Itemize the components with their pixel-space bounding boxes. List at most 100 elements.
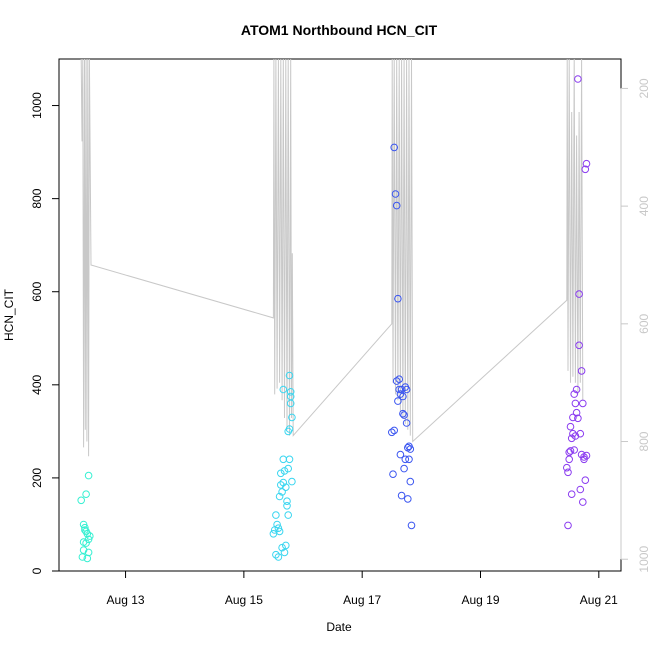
data-point xyxy=(570,390,579,398)
data-point xyxy=(280,548,289,557)
data-point xyxy=(285,371,294,380)
data-point xyxy=(288,413,296,422)
data-point xyxy=(579,498,587,506)
y-tick-label: 600 xyxy=(30,281,44,301)
data-point xyxy=(577,450,586,459)
data-point xyxy=(565,455,574,464)
data-point xyxy=(84,535,93,544)
data-point xyxy=(77,496,85,505)
data-point xyxy=(390,426,399,435)
data-point xyxy=(569,413,577,422)
data-point xyxy=(277,469,285,478)
data-point xyxy=(84,548,93,557)
series-4 xyxy=(563,75,591,530)
x-tick-label: Aug 13 xyxy=(107,593,145,607)
data-point xyxy=(397,385,406,394)
y-axis-label: HCN_CIT xyxy=(2,288,16,341)
data-point xyxy=(389,470,397,479)
y-tick-label: 0 xyxy=(30,567,44,574)
data-point xyxy=(563,463,571,472)
data-point xyxy=(396,390,405,398)
data-point xyxy=(576,429,585,438)
depth-line-layer xyxy=(80,59,584,457)
data-point xyxy=(404,495,412,503)
data-point xyxy=(407,521,416,530)
data-point xyxy=(275,492,284,501)
data-point xyxy=(406,445,415,453)
data-point xyxy=(566,447,575,455)
data-point xyxy=(572,385,581,394)
points-layer xyxy=(77,75,591,563)
data-point xyxy=(392,377,401,385)
data-point xyxy=(572,408,581,417)
y2-tick-label: 800 xyxy=(637,431,650,451)
data-point xyxy=(278,543,286,552)
data-point xyxy=(394,294,402,303)
data-point xyxy=(564,468,572,477)
data-point xyxy=(582,159,591,168)
y2-tick-label: 400 xyxy=(637,196,650,216)
data-point xyxy=(284,464,293,473)
data-point xyxy=(571,432,580,440)
data-point xyxy=(564,521,572,530)
data-point xyxy=(283,502,291,510)
data-point xyxy=(574,75,582,83)
x-tick-label: Aug 15 xyxy=(225,593,263,607)
data-point xyxy=(400,464,408,473)
data-point xyxy=(81,526,89,534)
data-point xyxy=(288,477,296,486)
x-axis: Aug 13 Aug 15 Aug 17 Aug 19 Aug 21 xyxy=(107,570,618,607)
data-point xyxy=(567,490,576,499)
data-point xyxy=(575,290,583,298)
data-point xyxy=(286,392,295,401)
data-point xyxy=(397,491,406,500)
y2-tick-label: 1000 xyxy=(637,546,650,573)
data-point xyxy=(282,541,290,550)
data-point xyxy=(576,485,585,494)
data-point xyxy=(83,530,92,538)
data-point xyxy=(274,553,283,561)
data-point xyxy=(394,397,402,405)
x-axis-label: Date xyxy=(326,620,352,634)
data-point xyxy=(273,520,281,529)
data-point xyxy=(285,425,294,433)
data-point xyxy=(399,409,407,418)
data-point xyxy=(284,511,293,519)
y2-tick-label: 200 xyxy=(637,78,650,98)
data-point xyxy=(275,527,284,536)
data-point xyxy=(395,375,404,384)
data-point xyxy=(272,550,280,559)
data-point xyxy=(575,341,583,350)
data-point xyxy=(392,201,401,210)
series-3 xyxy=(388,143,416,530)
data-point xyxy=(570,446,579,454)
y-axis: 0 200 400 600 800 1000 xyxy=(30,92,60,574)
data-point xyxy=(390,143,399,152)
data-point xyxy=(82,539,90,547)
data-point xyxy=(577,367,586,375)
data-point xyxy=(566,422,575,431)
data-point xyxy=(277,481,285,489)
data-point xyxy=(86,532,94,540)
data-point xyxy=(402,419,411,427)
data-point xyxy=(396,450,405,459)
data-point xyxy=(82,490,90,499)
data-point xyxy=(282,483,290,492)
data-point xyxy=(283,497,291,506)
x-tick-label: Aug 21 xyxy=(580,593,618,607)
chart-title: ATOM1 Northbound HCN_CIT xyxy=(241,22,438,38)
data-point xyxy=(405,455,413,464)
y-tick-label: 1000 xyxy=(30,92,44,119)
data-point xyxy=(581,165,590,174)
data-point xyxy=(571,399,580,408)
y-tick-label: 400 xyxy=(30,374,44,394)
data-point xyxy=(278,488,286,496)
data-point xyxy=(279,385,288,394)
x-tick-label: Aug 19 xyxy=(461,593,499,607)
data-point xyxy=(569,429,577,438)
depth-line xyxy=(80,59,584,457)
series-2 xyxy=(269,371,296,561)
data-point xyxy=(582,451,591,460)
data-point xyxy=(388,428,396,437)
